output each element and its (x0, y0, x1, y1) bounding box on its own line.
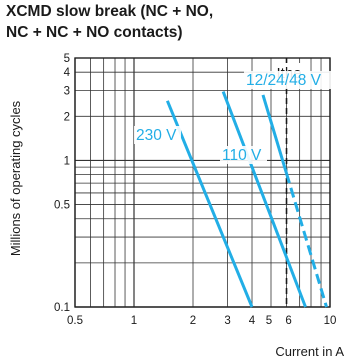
y-tick-label-0.1: 0.1 (54, 302, 70, 314)
x-tick-label-3: 3 (224, 315, 230, 327)
x-tick-label-5: 5 (266, 315, 272, 327)
y-tick-label-5: 5 (64, 53, 70, 65)
series-label-bg-230-v (134, 126, 181, 144)
x-tick-label-0.5: 0.5 (67, 315, 83, 327)
y-tick-label-0.5: 0.5 (54, 200, 70, 212)
series-label-bg-110-v (220, 146, 267, 164)
series-line-110-v (221, 91, 307, 308)
y-tick-label-1: 1 (64, 155, 70, 167)
series-line-12-24-48-v (261, 94, 288, 174)
x-tick-label-1: 1 (131, 315, 137, 327)
x-tick-label-10: 10 (324, 315, 337, 327)
y-tick-label-3: 3 (64, 86, 70, 98)
series-label-bg-12-24-48-v (244, 71, 334, 89)
series-label-12-24-48-v: 12/24/48 V (246, 72, 322, 89)
series-label-230-v: 230 V (136, 127, 177, 144)
chart-title-line-2: NC + NC + NO contacts) (6, 24, 183, 41)
series-label-110-v: 110 V (222, 147, 262, 164)
x-tick-label-2: 2 (190, 315, 196, 327)
x-tick-label-6: 6 (285, 315, 291, 327)
series-line-12-24-48-v-dashed (285, 173, 328, 308)
x-axis-label: Current in A (275, 344, 344, 359)
series-line-230-v (165, 100, 254, 308)
chart-title-line-1: XCMD slow break (NC + NO, (6, 3, 214, 20)
y-axis-label: Millions of operating cycles (8, 100, 23, 256)
y-tick-label-2: 2 (64, 111, 70, 123)
y-tick-label-4: 4 (64, 67, 71, 79)
plot-frame (74, 57, 331, 308)
x-tick-label-4: 4 (249, 315, 256, 327)
